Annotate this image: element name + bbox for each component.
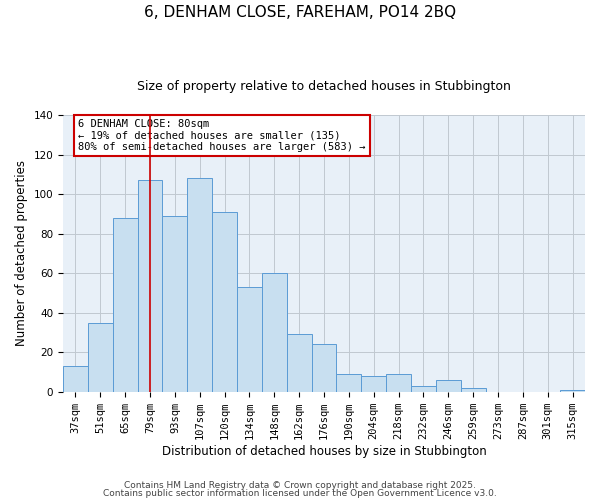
Y-axis label: Number of detached properties: Number of detached properties (15, 160, 28, 346)
Bar (361, 376, 386, 392)
Bar (311, 344, 337, 392)
Title: Size of property relative to detached houses in Stubbington: Size of property relative to detached ho… (137, 80, 511, 93)
Text: 6 DENHAM CLOSE: 80sqm
← 19% of detached houses are smaller (135)
80% of semi-det: 6 DENHAM CLOSE: 80sqm ← 19% of detached … (78, 119, 365, 152)
Bar (386, 374, 411, 392)
Bar (560, 390, 585, 392)
Bar (137, 180, 163, 392)
Text: 6, DENHAM CLOSE, FAREHAM, PO14 2BQ: 6, DENHAM CLOSE, FAREHAM, PO14 2BQ (144, 5, 456, 20)
Bar (337, 374, 361, 392)
Bar (237, 287, 262, 392)
Bar (436, 380, 461, 392)
X-axis label: Distribution of detached houses by size in Stubbington: Distribution of detached houses by size … (161, 444, 487, 458)
Bar (113, 218, 137, 392)
Bar (88, 322, 113, 392)
Bar (187, 178, 212, 392)
Text: Contains HM Land Registry data © Crown copyright and database right 2025.: Contains HM Land Registry data © Crown c… (124, 481, 476, 490)
Bar (287, 334, 311, 392)
Bar (163, 216, 187, 392)
Bar (262, 273, 287, 392)
Bar (212, 212, 237, 392)
Bar (63, 366, 88, 392)
Bar (411, 386, 436, 392)
Text: Contains public sector information licensed under the Open Government Licence v3: Contains public sector information licen… (103, 488, 497, 498)
Bar (461, 388, 485, 392)
